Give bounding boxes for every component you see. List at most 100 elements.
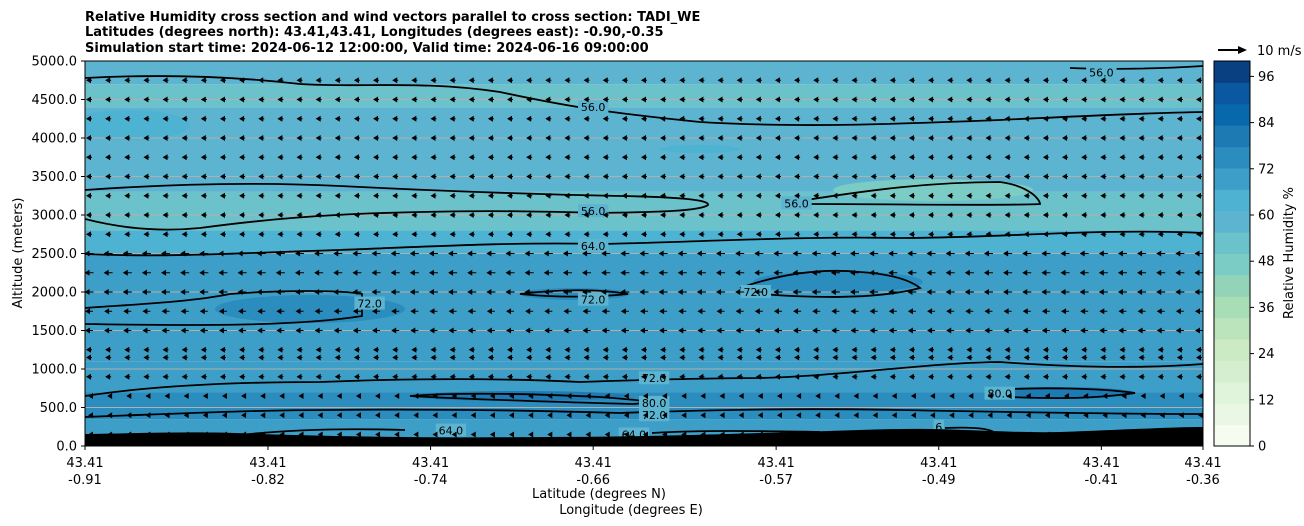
wind-arrow-icon xyxy=(832,212,839,218)
wind-arrow-icon xyxy=(717,373,724,380)
wind-arrow-icon xyxy=(927,308,936,315)
wind-arrow-icon xyxy=(564,96,571,103)
wind-arrow-icon xyxy=(870,77,877,84)
wind-arrow-icon xyxy=(947,346,954,353)
wind-arrow-icon xyxy=(449,231,456,238)
wind-arrow-icon xyxy=(124,135,131,141)
wind-arrow-icon xyxy=(543,289,553,295)
colorbar-swatch xyxy=(1214,61,1250,83)
wind-arrow-icon xyxy=(602,192,609,199)
wind-arrow-icon xyxy=(601,327,610,334)
wind-arrow-icon xyxy=(103,269,113,276)
wind-arrow-icon xyxy=(373,373,380,380)
wind-arrow-icon xyxy=(774,96,781,103)
wind-arrow-icon xyxy=(315,354,322,361)
wind-arrow-icon xyxy=(411,154,418,161)
wind-arrow-icon xyxy=(1042,231,1049,238)
wind-arrow-icon xyxy=(907,308,916,315)
wind-arrow-icon xyxy=(757,392,763,399)
wind-arrow-icon xyxy=(928,212,935,218)
wind-arrow-icon xyxy=(755,96,762,103)
wind-arrow-icon xyxy=(736,212,743,218)
wind-arrow-icon xyxy=(947,135,954,141)
wind-arrow-icon xyxy=(1041,308,1050,315)
wind-arrow-icon xyxy=(392,77,399,84)
contour-label-bg xyxy=(638,395,670,409)
wind-key-arrow-icon xyxy=(1238,46,1247,54)
wind-arrow-icon xyxy=(1102,412,1108,419)
wind-arrow-icon xyxy=(698,77,705,84)
wind-arrow-icon xyxy=(256,269,266,276)
wind-arrow-icon xyxy=(373,135,380,141)
wind-arrow-icon xyxy=(355,412,361,419)
wind-arrow-icon xyxy=(1117,250,1127,257)
wind-arrow-icon xyxy=(200,373,207,380)
wind-arrow-icon xyxy=(392,373,399,380)
wind-arrow-icon xyxy=(658,250,668,257)
wind-arrow-icon xyxy=(373,346,380,353)
wind-arrow-icon xyxy=(754,289,764,295)
wind-arrow-icon xyxy=(124,154,131,161)
wind-arrow-icon xyxy=(200,192,207,199)
wind-arrow-icon xyxy=(241,412,247,419)
wind-arrow-icon xyxy=(487,212,494,218)
wind-arrow-icon xyxy=(238,308,247,315)
wind-arrow-icon xyxy=(86,96,92,103)
wind-arrow-icon xyxy=(583,231,590,238)
wind-arrow-icon xyxy=(620,308,629,315)
wind-arrow-icon xyxy=(1062,373,1069,380)
wind-arrow-icon xyxy=(507,354,514,361)
wind-arrow-icon xyxy=(202,392,208,399)
wind-arrow-icon xyxy=(122,250,132,257)
wind-arrow-icon xyxy=(754,250,764,257)
wind-arrow-icon xyxy=(105,373,112,380)
wind-arrow-icon xyxy=(621,77,628,84)
wind-arrow-icon xyxy=(1176,212,1183,218)
wind-arrow-icon xyxy=(947,173,954,180)
wind-arrow-icon xyxy=(468,354,475,361)
wind-arrow-icon xyxy=(1156,269,1166,276)
wind-arrow-icon xyxy=(813,373,820,380)
wind-arrow-icon xyxy=(1044,412,1050,419)
wind-arrow-icon xyxy=(793,327,802,334)
wind-arrow-icon xyxy=(256,250,266,257)
wind-arrow-icon xyxy=(1137,327,1146,334)
wind-arrow-icon xyxy=(1025,392,1031,399)
wind-arrow-icon xyxy=(717,192,724,199)
wind-arrow-icon xyxy=(353,373,360,380)
wind-arrow-icon xyxy=(107,392,113,399)
wind-arrow-icon xyxy=(679,212,686,218)
wind-arrow-icon xyxy=(392,135,399,141)
wind-arrow-icon xyxy=(219,346,226,353)
wind-arrow-icon xyxy=(796,392,802,399)
wind-arrow-icon xyxy=(908,115,915,122)
wind-arrow-icon xyxy=(869,269,879,276)
contour-label: 80.0 xyxy=(987,388,1012,401)
wind-arrow-icon xyxy=(315,173,322,180)
wind-arrow-icon xyxy=(394,431,400,438)
wind-arrow-icon xyxy=(392,192,399,199)
wind-arrow-icon xyxy=(448,269,458,276)
wind-arrow-icon xyxy=(620,269,630,276)
wind-arrow-icon xyxy=(1041,250,1051,257)
wind-arrow-icon xyxy=(430,192,437,199)
wind-arrow-icon xyxy=(1064,392,1070,399)
wind-arrow-icon xyxy=(509,431,515,438)
wind-arrow-icon xyxy=(677,289,687,295)
wind-arrow-icon xyxy=(162,373,169,380)
wind-arrow-icon xyxy=(1042,77,1049,84)
wind-arrow-icon xyxy=(889,96,896,103)
wind-arrow-icon xyxy=(889,135,896,141)
wind-arrow-icon xyxy=(336,431,342,438)
wind-arrow-icon xyxy=(353,135,360,141)
wind-arrow-icon xyxy=(679,154,686,161)
wind-arrow-icon xyxy=(390,289,400,295)
wind-arrow-icon xyxy=(1004,192,1011,199)
wind-arrow-icon xyxy=(353,231,360,238)
wind-arrow-icon xyxy=(602,212,609,218)
wind-arrow-icon xyxy=(698,135,705,141)
wind-arrow-icon xyxy=(506,327,515,334)
wind-arrow-icon xyxy=(643,431,648,438)
colorbar-swatch xyxy=(1214,189,1250,212)
wind-arrow-icon xyxy=(315,77,322,84)
